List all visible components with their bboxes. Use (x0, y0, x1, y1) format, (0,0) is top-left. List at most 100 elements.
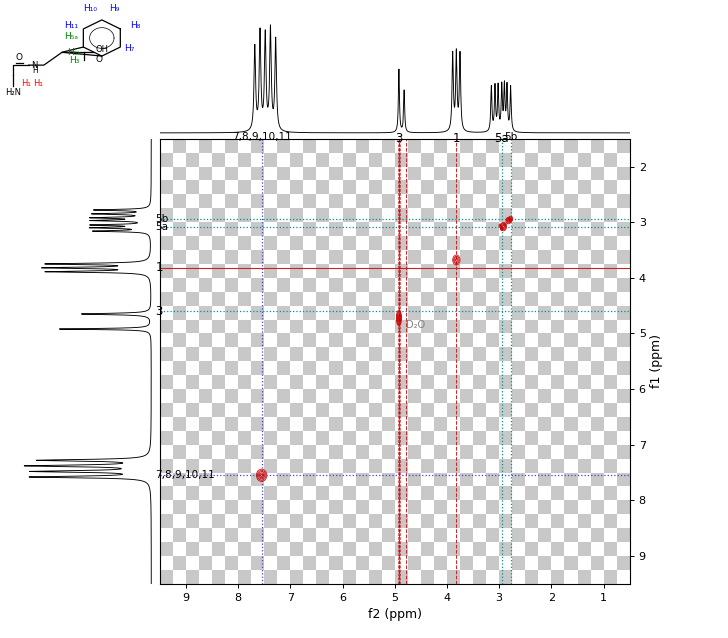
Bar (590, 139, 604, 152)
Bar (225, 361, 238, 375)
Bar (212, 236, 225, 250)
Bar (317, 347, 330, 361)
Bar (173, 361, 186, 375)
Bar (212, 181, 225, 195)
Text: 5a: 5a (494, 132, 509, 145)
Bar (330, 389, 343, 403)
Bar (199, 222, 212, 236)
Bar (290, 542, 304, 556)
Bar (408, 445, 421, 459)
Bar (147, 250, 159, 264)
Bar (317, 403, 330, 417)
Bar (317, 542, 330, 556)
Bar (368, 236, 381, 250)
Bar (526, 347, 538, 361)
Bar (590, 250, 604, 264)
Bar (564, 139, 577, 152)
Bar (617, 278, 630, 292)
Bar (408, 473, 421, 486)
Bar (486, 584, 499, 598)
Bar (368, 431, 381, 445)
Bar (473, 431, 486, 445)
Bar (460, 334, 473, 347)
Bar (238, 320, 251, 334)
Bar (199, 361, 212, 375)
Bar (421, 208, 434, 222)
Bar (277, 334, 290, 347)
Bar (238, 459, 251, 473)
Bar (604, 570, 617, 584)
Bar (225, 139, 238, 152)
Bar (499, 514, 513, 528)
Bar (604, 403, 617, 417)
Bar (381, 250, 395, 264)
Bar (199, 584, 212, 598)
Bar (577, 403, 590, 417)
Bar (604, 152, 617, 167)
Bar (460, 139, 473, 152)
Bar (159, 486, 173, 500)
Bar (421, 264, 434, 278)
Bar (330, 361, 343, 375)
Bar (513, 222, 526, 236)
Bar (264, 264, 277, 278)
Bar (212, 152, 225, 167)
Bar (186, 264, 199, 278)
Bar (330, 473, 343, 486)
Bar (264, 347, 277, 361)
Bar (408, 334, 421, 347)
Bar (551, 292, 564, 306)
Bar (304, 222, 317, 236)
Bar (526, 459, 538, 473)
Bar (159, 403, 173, 417)
Bar (343, 181, 355, 195)
Bar (564, 556, 577, 570)
Bar (513, 417, 526, 431)
Bar (199, 167, 212, 181)
Bar (330, 584, 343, 598)
Bar (225, 222, 238, 236)
Bar (225, 500, 238, 514)
Bar (577, 208, 590, 222)
Bar (408, 556, 421, 570)
Bar (408, 250, 421, 264)
X-axis label: f2 (ppm): f2 (ppm) (368, 609, 422, 621)
Bar (330, 334, 343, 347)
Bar (604, 459, 617, 473)
Bar (460, 250, 473, 264)
Bar (368, 542, 381, 556)
Bar (159, 570, 173, 584)
Bar (186, 208, 199, 222)
Bar (304, 250, 317, 264)
Bar (538, 278, 551, 292)
Bar (159, 181, 173, 195)
Bar (551, 459, 564, 473)
Bar (343, 486, 355, 500)
Bar (513, 500, 526, 514)
Bar (486, 361, 499, 375)
Bar (617, 528, 630, 542)
Bar (343, 431, 355, 445)
Bar (343, 570, 355, 584)
Bar (408, 278, 421, 292)
Bar (225, 445, 238, 459)
Bar (486, 389, 499, 403)
Bar (447, 236, 460, 250)
Bar (304, 278, 317, 292)
Bar (304, 445, 317, 459)
Bar (343, 264, 355, 278)
Bar (434, 417, 447, 431)
Bar (290, 514, 304, 528)
Text: O: O (16, 53, 23, 62)
Bar (473, 152, 486, 167)
Bar (277, 473, 290, 486)
Bar (238, 375, 251, 389)
Bar (147, 361, 159, 375)
Bar (604, 264, 617, 278)
Bar (277, 417, 290, 431)
Bar (343, 542, 355, 556)
Bar (499, 486, 513, 500)
Bar (590, 334, 604, 347)
Bar (381, 167, 395, 181)
Bar (421, 236, 434, 250)
